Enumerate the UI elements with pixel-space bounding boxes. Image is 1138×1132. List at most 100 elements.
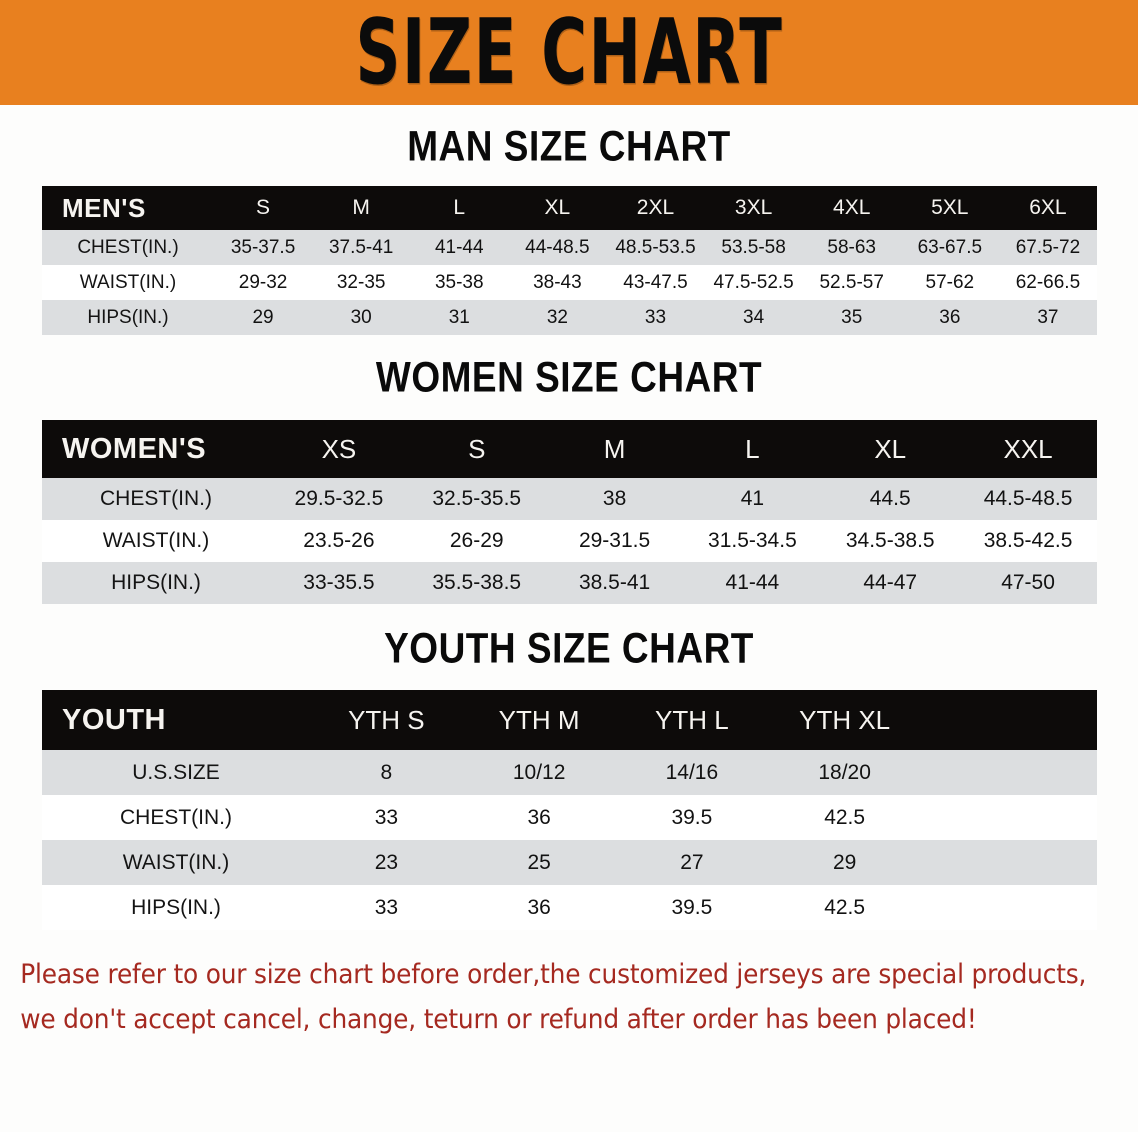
women-chest-m: 38 xyxy=(602,487,627,510)
men-hips-3xl: 34 xyxy=(743,306,765,328)
men-chest-3xl: 53.5-58 xyxy=(721,236,786,258)
table-row: CHEST(IN.) 33 36 39.5 42.5 xyxy=(42,795,1097,840)
women-size-table: WOMEN'S XS S M L XL XXL CHEST(IN.) 29.5-… xyxy=(42,420,1097,604)
youth-row-label-ussize: U.S.SIZE xyxy=(132,760,220,784)
youth-table-body: U.S.SIZE 8 10/12 14/16 18/20 CHEST(IN.) … xyxy=(42,750,1097,930)
youth-corner-label: YOUTH xyxy=(62,703,166,736)
women-size-header-s: S xyxy=(468,433,486,464)
men-size-header-5xl: 5XL xyxy=(931,196,969,219)
men-chest-5xl: 63-67.5 xyxy=(917,236,983,258)
table-row: CHEST(IN.) 35-37.5 37.5-41 41-44 44-48.5… xyxy=(42,230,1097,265)
women-waist-l: 31.5-34.5 xyxy=(708,529,797,552)
women-row-label-chest: CHEST(IN.) xyxy=(100,487,212,510)
youth-size-header-xl: YTH XL xyxy=(799,704,891,735)
men-table-body: CHEST(IN.) 35-37.5 37.5-41 41-44 44-48.5… xyxy=(42,230,1097,335)
men-chest-4xl: 58-63 xyxy=(827,236,877,258)
youth-size-header-s: YTH S xyxy=(348,704,425,735)
footer-line-2: we don't accept cancel, change, teturn o… xyxy=(20,1004,977,1035)
youth-waist-s: 23 xyxy=(374,850,399,874)
table-row: WAIST(IN.) 23 25 27 29 xyxy=(42,840,1097,885)
youth-header-row: YOUTH YTH S YTH M YTH L YTH XL xyxy=(42,690,1097,750)
men-size-header-2xl: 2XL xyxy=(636,196,675,219)
section-title-man: MAN SIZE CHART xyxy=(407,123,731,170)
youth-chest-xl: 42.5 xyxy=(824,805,866,829)
men-size-header-m: M xyxy=(352,196,370,219)
men-chest-l: 41-44 xyxy=(434,236,484,258)
women-hips-s: 35.5-38.5 xyxy=(432,571,522,594)
youth-size-table: YOUTH YTH S YTH M YTH L YTH XL U.S.SIZE … xyxy=(42,690,1097,930)
men-hips-5xl: 36 xyxy=(939,306,961,328)
women-size-header-l: L xyxy=(745,433,760,464)
men-chest-m: 37.5-41 xyxy=(328,236,394,258)
youth-ussize-xl: 18/20 xyxy=(818,760,871,784)
women-corner-label: WOMEN'S xyxy=(62,432,207,465)
men-table-head: MEN'S S M L XL 2XL 3XL 4XL 5XL 6XL xyxy=(42,186,1097,230)
youth-chest-s: 33 xyxy=(374,805,399,829)
men-size-header-3xl: 3XL xyxy=(734,196,773,219)
women-hips-l: 41-44 xyxy=(725,571,780,594)
men-hips-2xl: 33 xyxy=(644,306,667,328)
youth-size-header-l: YTH L xyxy=(655,704,729,735)
youth-ussize-m: 10/12 xyxy=(512,760,566,784)
women-chest-xs: 29.5-32.5 xyxy=(294,487,384,510)
men-size-header-xl: XL xyxy=(544,196,571,219)
women-chest-s: 32.5-35.5 xyxy=(432,487,522,510)
women-waist-m: 29-31.5 xyxy=(578,529,651,552)
youth-size-header-m: YTH M xyxy=(498,704,580,735)
youth-waist-m: 25 xyxy=(527,850,551,874)
women-chest-xxl: 44.5-48.5 xyxy=(983,487,1073,510)
table-row: WAIST(IN.) 23.5-26 26-29 29-31.5 31.5-34… xyxy=(42,520,1097,562)
youth-ussize-s: 8 xyxy=(380,760,393,784)
men-size-header-4xl: 4XL xyxy=(833,196,871,219)
youth-hips-l: 39.5 xyxy=(671,895,713,919)
men-chest-xl: 44-48.5 xyxy=(525,236,590,258)
men-waist-4xl: 52.5-57 xyxy=(819,271,884,293)
women-waist-xs: 23.5-26 xyxy=(303,529,375,552)
page-banner: SIZE CHART xyxy=(0,0,1138,105)
men-waist-xl: 38-43 xyxy=(533,271,582,293)
youth-row-label-chest: CHEST(IN.) xyxy=(120,805,232,829)
men-hips-l: 31 xyxy=(448,306,470,328)
men-row-label-chest: CHEST(IN.) xyxy=(77,236,179,258)
women-hips-xl: 44-47 xyxy=(863,571,918,594)
men-waist-s: 29-32 xyxy=(238,271,288,293)
women-table-body: CHEST(IN.) 29.5-32.5 32.5-35.5 38 41 44.… xyxy=(42,478,1097,604)
men-waist-2xl: 43-47.5 xyxy=(623,271,688,293)
women-waist-xl: 34.5-38.5 xyxy=(845,529,935,552)
youth-chest-m: 36 xyxy=(527,805,551,829)
men-hips-4xl: 35 xyxy=(841,306,863,328)
youth-table-head: YOUTH YTH S YTH M YTH L YTH XL xyxy=(42,690,1097,750)
men-size-header-l: L xyxy=(453,196,466,219)
table-row: HIPS(IN.) 33 36 39.5 42.5 xyxy=(42,885,1097,930)
youth-hips-s: 33 xyxy=(374,895,399,919)
men-hips-xl: 32 xyxy=(546,306,568,328)
men-chest-s: 35-37.5 xyxy=(230,236,296,258)
women-size-header-xxl: XXL xyxy=(1003,433,1053,464)
table-row: CHEST(IN.) 29.5-32.5 32.5-35.5 38 41 44.… xyxy=(42,478,1097,520)
men-chest-6xl: 67.5-72 xyxy=(1015,236,1081,258)
women-hips-xxl: 47-50 xyxy=(1001,571,1055,594)
section-title-women: WOMEN SIZE CHART xyxy=(375,354,763,401)
women-chest-xl: 44.5 xyxy=(869,487,911,510)
table-row: HIPS(IN.) 33-35.5 35.5-38.5 38.5-41 41-4… xyxy=(42,562,1097,604)
banner-title: SIZE CHART xyxy=(355,0,783,105)
women-row-label-hips: HIPS(IN.) xyxy=(111,571,201,594)
men-row-label-waist: WAIST(IN.) xyxy=(79,271,177,293)
youth-header-spacer xyxy=(921,690,1097,750)
men-chest-2xl: 48.5-53.5 xyxy=(615,236,696,258)
women-row-label-waist: WAIST(IN.) xyxy=(102,529,210,552)
women-size-header-m: M xyxy=(603,433,626,464)
youth-row-spacer xyxy=(921,750,1097,795)
men-row-label-hips: HIPS(IN.) xyxy=(87,306,169,328)
men-waist-m: 32-35 xyxy=(336,271,386,293)
women-table-head: WOMEN'S XS S M L XL XXL xyxy=(42,420,1097,478)
youth-ussize-l: 14/16 xyxy=(665,760,719,784)
women-waist-xxl: 38.5-42.5 xyxy=(983,529,1073,552)
youth-hips-xl: 42.5 xyxy=(824,895,866,919)
footer-line-1: Please refer to our size chart before or… xyxy=(20,959,1087,990)
table-row: U.S.SIZE 8 10/12 14/16 18/20 xyxy=(42,750,1097,795)
men-waist-5xl: 57-62 xyxy=(925,271,975,293)
section-title-youth: YOUTH SIZE CHART xyxy=(384,625,754,672)
women-hips-xs: 33-35.5 xyxy=(303,571,375,594)
